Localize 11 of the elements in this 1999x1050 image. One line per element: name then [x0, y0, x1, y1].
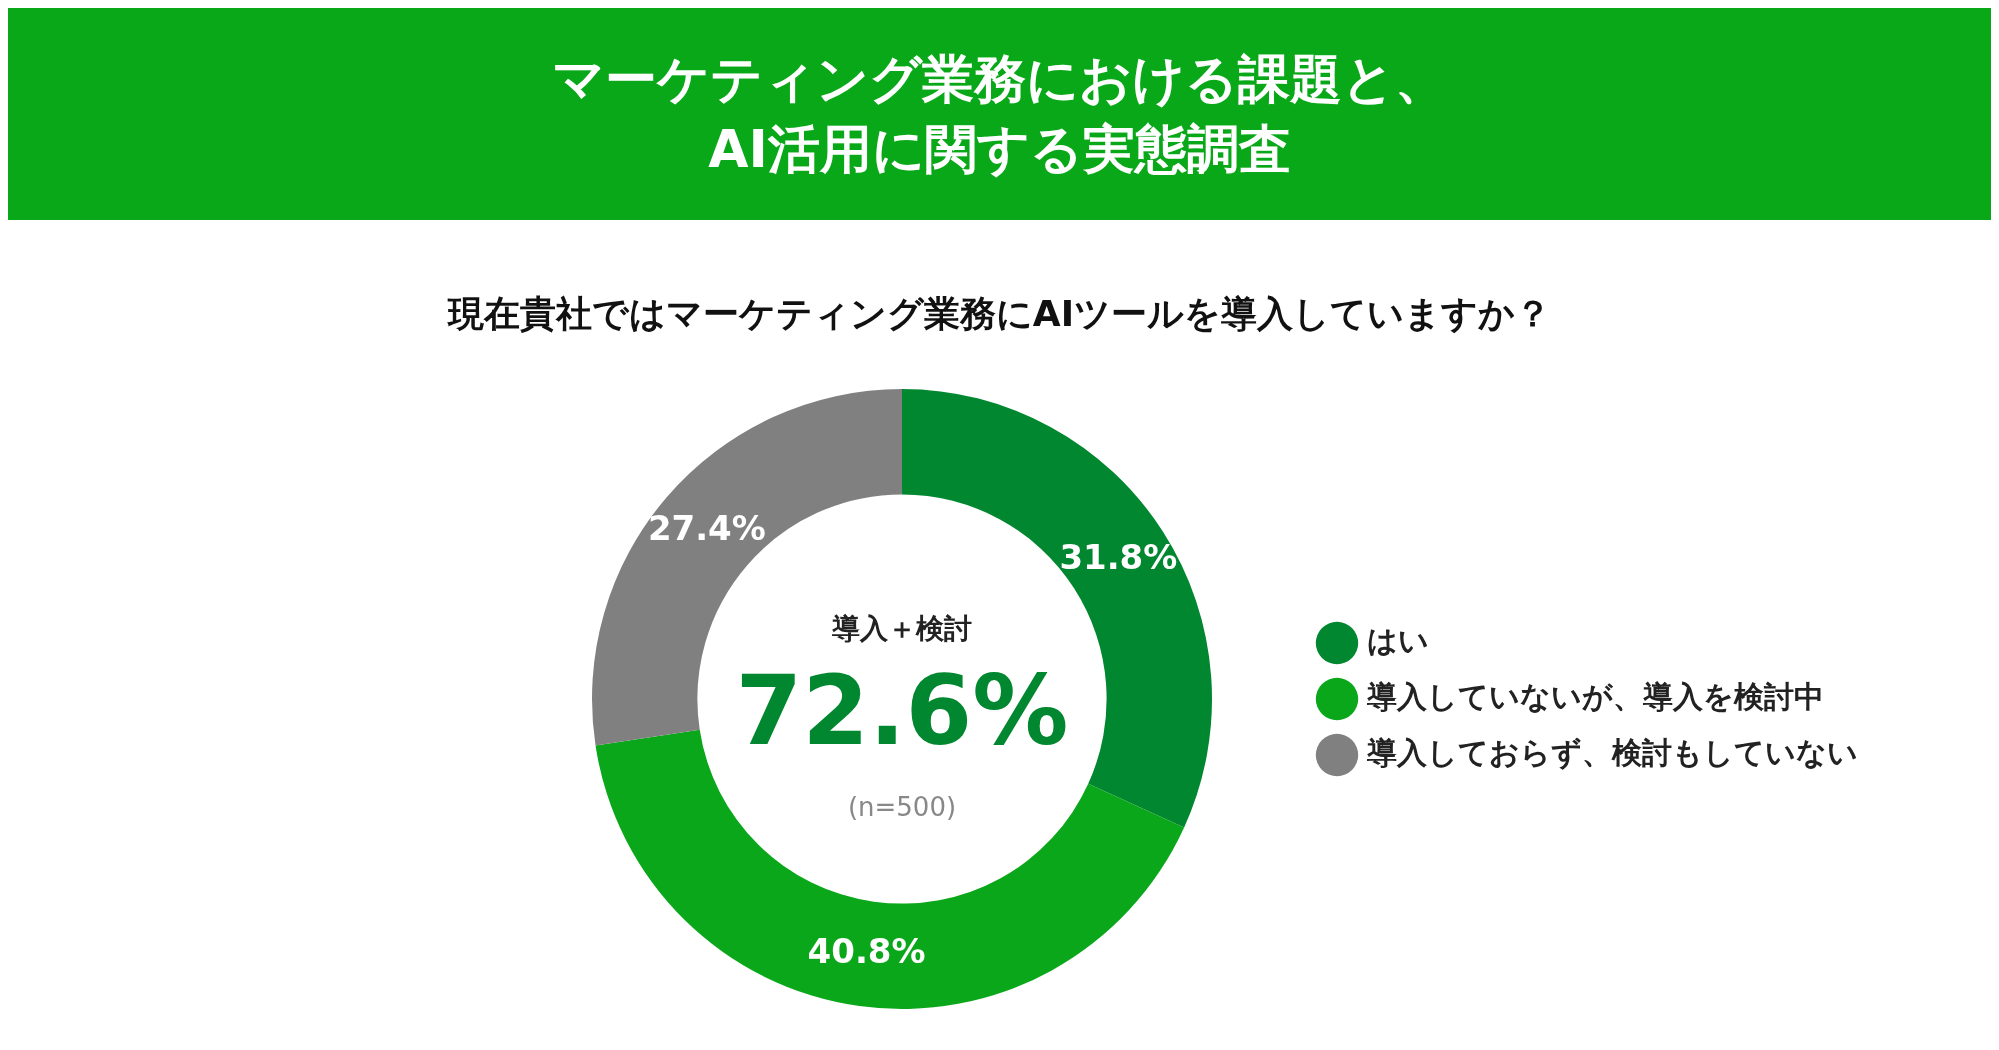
- text: 導入＋検討: [831, 612, 972, 646]
- data-label: 31.8%: [1059, 536, 1178, 577]
- text: 72.6%: [735, 654, 1069, 767]
- chart-title: マーケティング業務における課題と、 AI活用に関する実態調査: [552, 47, 1447, 181]
- legend-label: はい: [1367, 622, 1429, 658]
- data-label: 27.4%: [647, 508, 766, 549]
- legend-label: 導入していないが、導入を検討中: [1366, 678, 1824, 714]
- data-label: 40.8%: [807, 930, 926, 971]
- text: (n=500): [847, 791, 957, 822]
- legend-label: 導入しておらず、検討もしていない: [1366, 734, 1858, 770]
- chart-subtitle: 現在貴社ではマーケティング業務にAIツールを導入していますか？: [446, 292, 1553, 336]
